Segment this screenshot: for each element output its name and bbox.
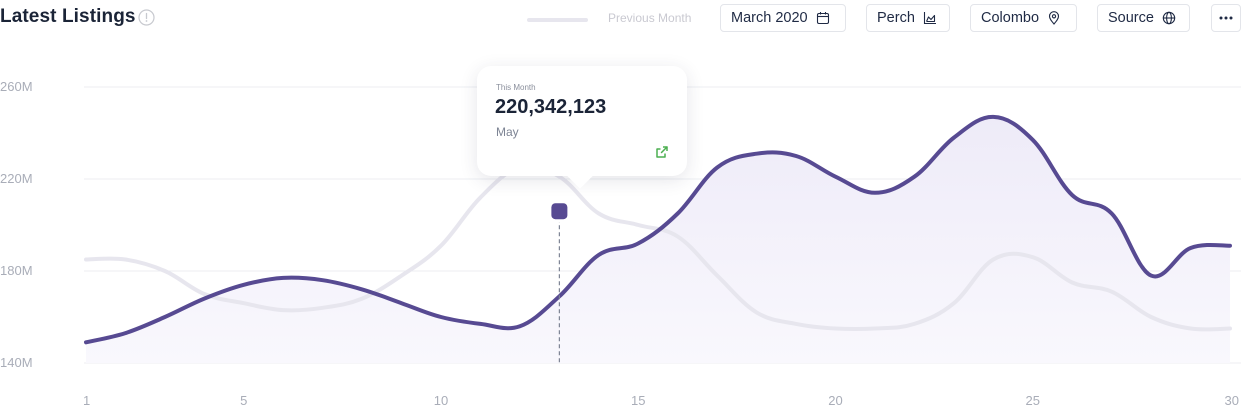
y-tick-label: 140M [0, 355, 33, 370]
metric-select-button[interactable]: Perch [866, 4, 950, 32]
location-select-label: Colombo [981, 10, 1040, 26]
x-tick-label: 30 [1225, 393, 1239, 408]
y-axis: 140M 180M 220M 260M [0, 79, 33, 370]
info-icon[interactable] [138, 9, 155, 26]
area-chart-icon [923, 12, 936, 25]
more-horizontal-icon [1219, 16, 1233, 20]
location-select-button[interactable]: Colombo [970, 4, 1077, 32]
tooltip-label: This Month [496, 83, 536, 92]
external-link-icon[interactable] [654, 144, 670, 160]
metric-select-label: Perch [877, 10, 915, 26]
x-tick-label: 15 [631, 393, 645, 408]
date-picker-label: March 2020 [731, 10, 808, 26]
source-select-button[interactable]: Source [1097, 4, 1190, 32]
y-tick-label: 220M [0, 171, 33, 186]
marker-point[interactable] [551, 203, 568, 220]
legend-label-previous-month[interactable]: Previous Month [608, 11, 692, 25]
calendar-icon [816, 12, 829, 25]
current-series-line[interactable] [84, 114, 1232, 345]
x-tick-label: 5 [240, 393, 247, 408]
value-tooltip: This Month 220,342,123 May [477, 66, 687, 176]
current-series-area [86, 116, 1230, 363]
x-tick-label: 20 [828, 393, 842, 408]
x-axis: 1 5 10 15 20 25 30 [83, 393, 1239, 408]
legend-swatch-previous-month [527, 18, 588, 22]
x-tick-label: 25 [1026, 393, 1040, 408]
map-pin-icon [1048, 11, 1060, 25]
page-title: Latest Listings [0, 6, 136, 27]
y-tick-label: 260M [0, 79, 33, 94]
y-tick-label: 180M [0, 263, 33, 278]
tooltip-value: 220,342,123 [495, 96, 607, 118]
hover-marker[interactable] [548, 200, 571, 223]
x-tick-label: 10 [434, 393, 448, 408]
chart-header: Latest Listings Previous Month March 202… [0, 0, 1241, 40]
date-picker-button[interactable]: March 2020 [720, 4, 846, 32]
source-select-label: Source [1108, 10, 1154, 26]
x-tick-label: 1 [83, 393, 90, 408]
tooltip-period: May [496, 125, 519, 139]
globe-icon [1162, 11, 1176, 25]
